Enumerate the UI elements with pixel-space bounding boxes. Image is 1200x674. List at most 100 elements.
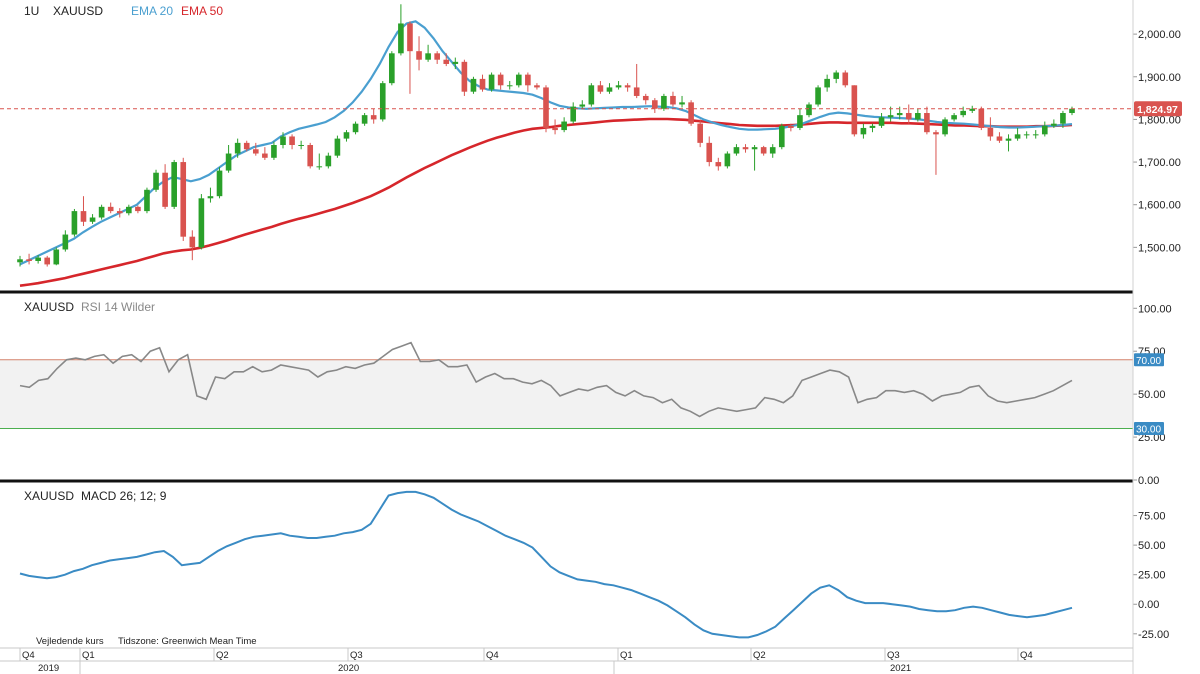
candle <box>470 76 477 94</box>
candle <box>234 138 241 158</box>
quarter-label: Q2 <box>753 650 766 661</box>
macd-tick-label: 0.00 <box>1138 599 1159 611</box>
overbought-label: 70.00 <box>1136 356 1161 367</box>
candle-body <box>461 61 468 92</box>
candle <box>135 205 141 214</box>
candle-body <box>298 145 304 146</box>
candle <box>271 141 277 160</box>
candle <box>715 157 722 171</box>
candle-body <box>1032 134 1039 136</box>
candle-body <box>389 53 395 84</box>
candle-body <box>234 142 241 154</box>
candle-body <box>325 155 332 167</box>
candle <box>760 145 767 156</box>
candle <box>26 253 32 265</box>
candle-body <box>733 147 740 154</box>
quarter-label: Q4 <box>486 650 499 661</box>
ema50-legend[interactable]: EMA 50 <box>181 4 223 18</box>
candle <box>987 117 994 141</box>
candle-body <box>751 147 758 150</box>
year-label: 2021 <box>890 663 911 674</box>
candle <box>860 123 867 139</box>
candle <box>407 21 413 94</box>
candle-body <box>515 74 522 86</box>
candle-body <box>833 72 840 79</box>
price-panel: 2,000.00 1,900.00 1,800.00 1,700.00 1,600.00… <box>0 4 1182 287</box>
candle-body <box>153 172 159 190</box>
candle-body <box>189 236 196 248</box>
candle-body <box>26 259 32 261</box>
macd-title[interactable]: MACD 26; 12; 9 <box>81 489 167 503</box>
candle-body <box>742 147 749 150</box>
quarter-label: Q2 <box>216 650 229 661</box>
candle <box>379 81 386 122</box>
candle-body <box>552 127 558 131</box>
candle-body <box>670 95 676 105</box>
candle-body <box>1051 123 1057 126</box>
candle-body <box>162 172 168 207</box>
ema20-legend[interactable]: EMA 20 <box>131 4 173 18</box>
candle-body <box>53 249 60 265</box>
candle-body <box>316 166 323 168</box>
candle <box>434 51 440 64</box>
rsi-title[interactable]: RSI 14 Wilder <box>81 300 155 314</box>
candle <box>588 83 595 107</box>
candle <box>697 119 703 148</box>
candle <box>252 142 259 156</box>
candle-body <box>370 115 377 120</box>
ema20-line <box>19 20 1073 266</box>
candle <box>978 106 985 131</box>
candle <box>878 113 885 128</box>
candle-body <box>797 115 803 128</box>
candle <box>515 72 522 88</box>
candle-body <box>407 23 413 52</box>
candle-body <box>506 85 513 87</box>
candle-body <box>180 162 187 237</box>
candle <box>733 144 740 156</box>
candle-body <box>896 113 903 116</box>
candle-body <box>379 83 386 120</box>
candle-body <box>271 145 277 158</box>
candle <box>742 144 749 153</box>
candle <box>1051 119 1057 128</box>
candle <box>679 95 685 108</box>
candle-body <box>724 153 731 167</box>
candle-body <box>71 211 78 235</box>
candle-body <box>334 138 341 156</box>
quarter-label: Q1 <box>620 650 633 661</box>
interval-label[interactable]: 1U <box>24 4 39 18</box>
candle-body <box>443 59 450 64</box>
candle <box>552 119 558 135</box>
candle-body <box>924 113 930 133</box>
candle-body <box>615 85 622 88</box>
candle <box>216 167 223 199</box>
candle-body <box>824 78 830 88</box>
candle <box>915 108 921 122</box>
candle <box>370 108 377 124</box>
candle <box>724 151 731 169</box>
candle-body <box>207 196 214 199</box>
candle <box>35 255 41 264</box>
candle-body <box>252 149 259 154</box>
candle <box>778 123 785 150</box>
candle-body <box>135 206 141 212</box>
quarter-label: Q4 <box>22 650 35 661</box>
candle <box>815 85 821 107</box>
candle <box>153 169 159 192</box>
candle <box>207 187 214 203</box>
timezone-label: Tidszone: Greenwich Mean Time <box>118 636 257 647</box>
price-note: Vejledende kurs <box>36 636 104 647</box>
candle <box>633 63 640 99</box>
candle <box>298 140 304 150</box>
candle <box>506 81 513 90</box>
time-axis[interactable]: Q4 Q1 Q2 Q3 Q4 Q1 Q2 Q3 Q4 2019 2020 2021 <box>0 647 1133 674</box>
candle <box>62 230 69 252</box>
candle-body <box>806 104 812 116</box>
candle-body <box>126 206 132 214</box>
candle <box>225 145 232 173</box>
symbol-label[interactable]: XAUUSD <box>53 4 103 18</box>
candle-body <box>144 189 150 212</box>
candle-body <box>760 147 767 154</box>
candle-body <box>543 87 549 128</box>
price-tick-label: 1,900.00 <box>1138 72 1181 84</box>
